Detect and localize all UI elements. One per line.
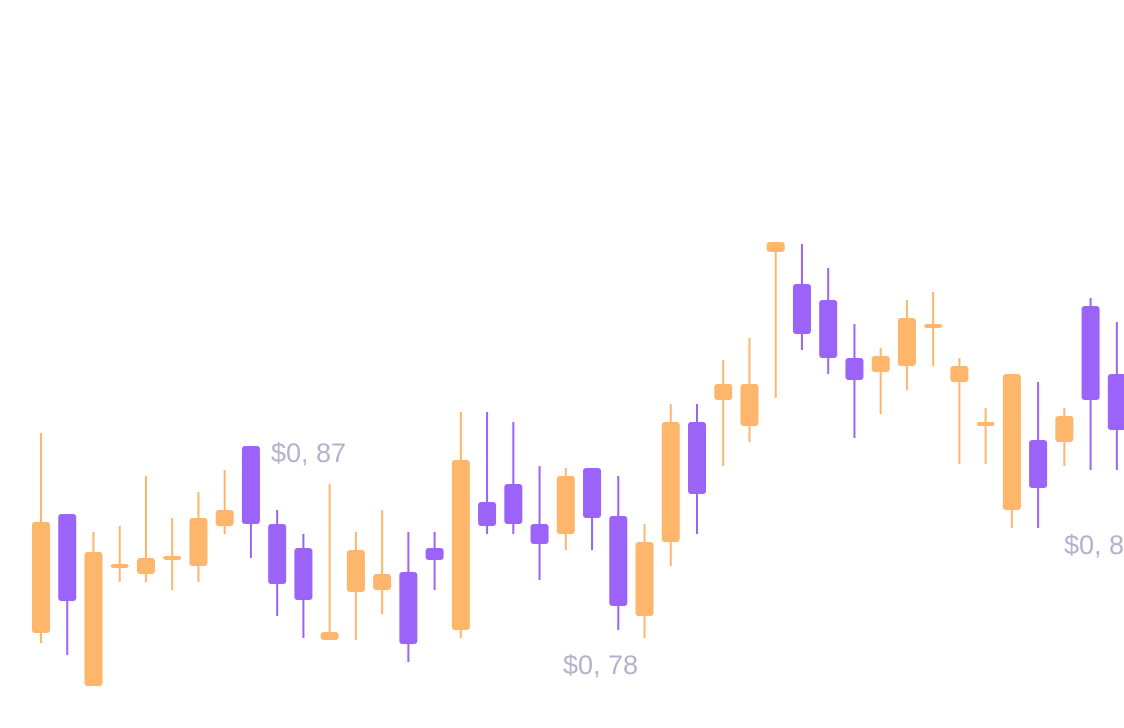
candle-body [976, 422, 995, 426]
candle-body [189, 518, 208, 566]
candle-body [58, 514, 77, 601]
candle-body [110, 564, 129, 568]
candle-body [32, 522, 50, 633]
candle-body [215, 510, 234, 526]
candle-body [451, 460, 470, 630]
candle-body [871, 356, 890, 372]
price-annotation: $0, 78 [563, 650, 638, 680]
candle-body [425, 548, 444, 560]
candle-body [661, 422, 680, 542]
candle-body [1002, 374, 1021, 510]
candle-body [688, 422, 706, 494]
candle-body [714, 384, 733, 400]
candle-body [845, 358, 864, 380]
candle-body [1107, 374, 1124, 430]
candle-body [478, 502, 497, 526]
candle-body [766, 242, 785, 252]
price-annotation: $0, 8 [1064, 530, 1124, 560]
candle-body [740, 384, 759, 426]
candle-body [399, 572, 418, 644]
candle-body [530, 524, 549, 544]
candle-body [1055, 416, 1074, 442]
candle-body [1029, 440, 1048, 488]
candle-body [950, 366, 969, 382]
price-annotation: $0, 87 [271, 438, 346, 468]
candle-body [136, 558, 155, 574]
candle-body [609, 516, 628, 606]
candle-body [583, 468, 602, 518]
candle-body [635, 542, 654, 616]
candle-body [897, 318, 916, 366]
candle-body [241, 446, 260, 524]
candle-body [504, 484, 523, 524]
candle-body [819, 300, 838, 358]
candle-body [556, 476, 575, 534]
candle-body [163, 556, 182, 560]
candle-body [346, 550, 365, 592]
candle-body [373, 574, 392, 590]
candle-body [320, 632, 339, 640]
candle-body [294, 548, 313, 600]
candle-body [268, 524, 287, 584]
candle-body [792, 284, 811, 334]
candle-body [924, 324, 943, 328]
candle-body [1081, 306, 1100, 400]
candle-body [84, 552, 103, 686]
